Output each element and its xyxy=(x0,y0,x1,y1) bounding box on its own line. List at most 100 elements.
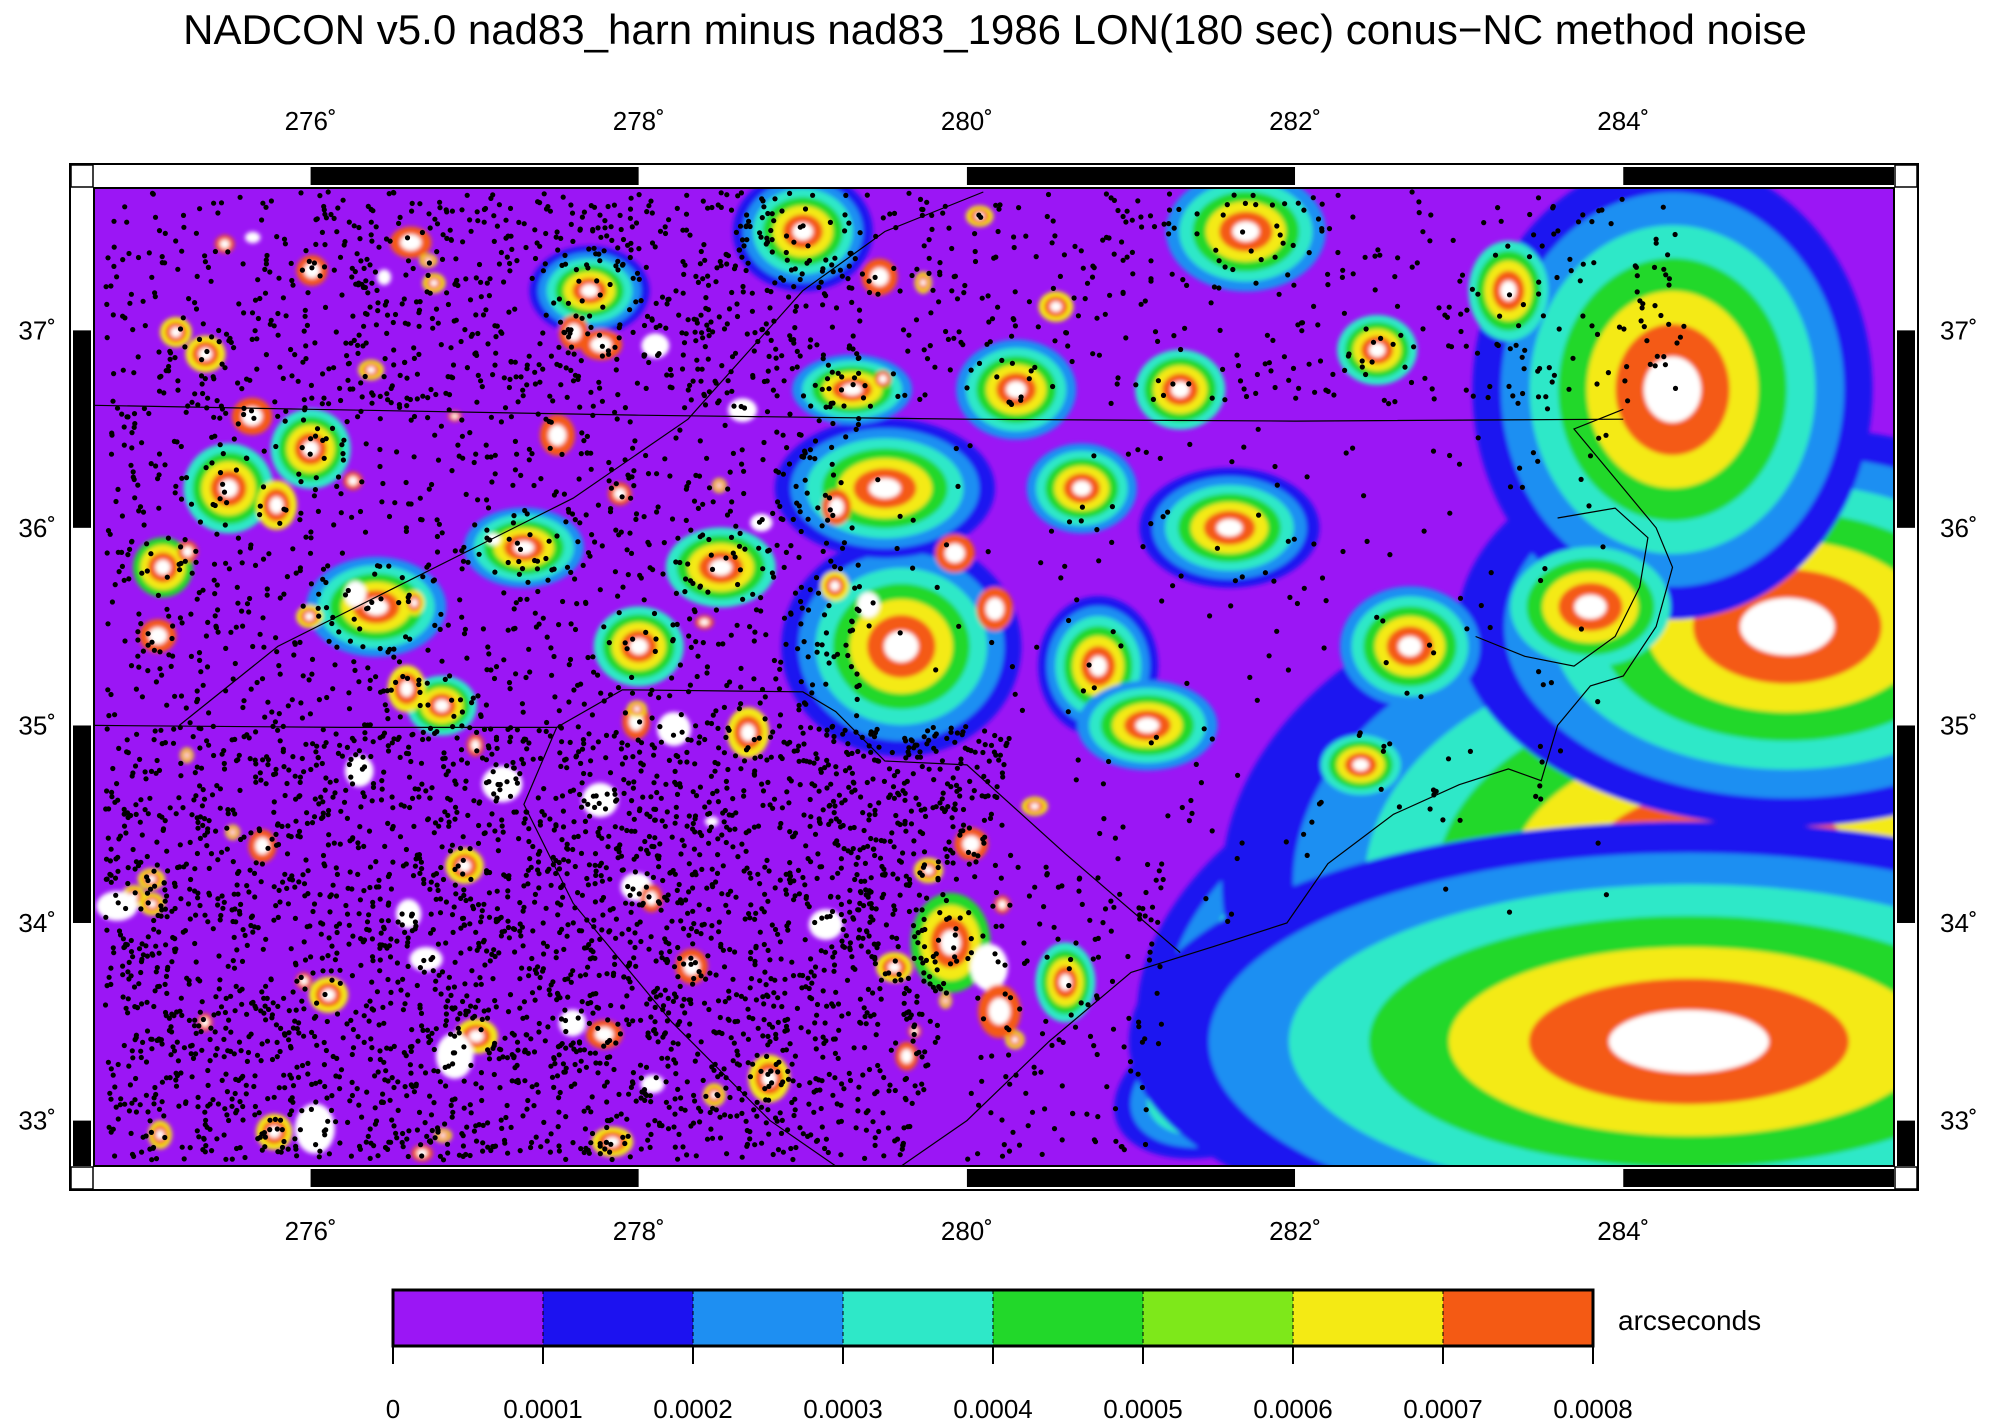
station-point xyxy=(831,810,837,816)
station-point xyxy=(334,483,340,489)
station-point xyxy=(166,363,172,370)
station-point xyxy=(586,246,592,252)
noise-hotspot xyxy=(96,891,138,921)
station-point xyxy=(172,881,178,887)
station-point xyxy=(435,457,442,463)
station-point xyxy=(162,230,168,236)
station-point xyxy=(167,350,174,356)
station-point xyxy=(617,842,623,848)
station-point xyxy=(252,562,259,569)
station-point xyxy=(481,937,487,944)
station-point xyxy=(443,940,449,946)
station-point xyxy=(317,273,323,279)
station-point xyxy=(553,857,559,864)
station-point xyxy=(799,985,805,991)
station-point xyxy=(696,740,702,746)
station-point xyxy=(357,1146,363,1152)
station-point xyxy=(435,320,441,326)
station-point xyxy=(585,1000,591,1007)
station-point xyxy=(290,282,296,288)
station-point xyxy=(300,417,307,423)
station-point xyxy=(904,1016,910,1022)
station-point xyxy=(790,516,796,523)
station-point xyxy=(741,758,748,764)
station-point xyxy=(651,1027,658,1033)
station-point xyxy=(525,579,531,585)
noise-hotspot xyxy=(1352,758,1369,771)
station-point xyxy=(822,765,828,771)
station-point xyxy=(733,523,739,529)
station-point xyxy=(112,712,118,718)
station-point xyxy=(556,1109,562,1115)
station-point xyxy=(190,1055,197,1061)
station-point xyxy=(885,1125,892,1131)
station-point xyxy=(670,732,677,738)
station-point xyxy=(240,704,246,711)
station-point xyxy=(167,805,173,811)
station-point xyxy=(103,284,109,290)
station-point xyxy=(429,315,435,322)
station-point xyxy=(764,287,770,293)
station-point xyxy=(658,795,664,801)
station-point xyxy=(772,1115,779,1121)
station-point xyxy=(536,362,542,368)
station-point xyxy=(588,1109,594,1115)
station-point xyxy=(367,1155,373,1161)
station-point xyxy=(307,923,313,929)
station-point xyxy=(693,273,699,279)
station-point xyxy=(519,701,526,707)
station-point xyxy=(390,805,396,811)
station-point xyxy=(864,929,870,935)
station-point xyxy=(474,748,480,754)
station-point xyxy=(520,387,526,393)
station-point xyxy=(304,810,310,816)
station-point xyxy=(198,765,205,771)
station-point xyxy=(103,856,110,862)
noise-hotspot xyxy=(1500,280,1517,301)
station-point xyxy=(368,753,374,760)
station-point xyxy=(550,1015,556,1021)
station-point xyxy=(418,1063,424,1069)
station-point xyxy=(386,563,392,569)
station-point xyxy=(313,1142,319,1148)
map-area[interactable] xyxy=(94,160,1990,1262)
station-point xyxy=(812,456,818,462)
station-point xyxy=(192,770,198,776)
station-point xyxy=(130,474,136,480)
station-point xyxy=(431,1068,437,1074)
noise-hotspot xyxy=(944,543,965,563)
station-point xyxy=(284,780,290,787)
station-point xyxy=(838,911,845,918)
station-point xyxy=(911,1031,917,1038)
station-point xyxy=(714,265,720,271)
station-point xyxy=(735,1018,741,1024)
station-point xyxy=(532,891,539,898)
station-point xyxy=(653,958,659,964)
station-point xyxy=(215,896,221,902)
station-point xyxy=(130,1055,136,1061)
station-point xyxy=(615,1021,621,1027)
station-point xyxy=(115,900,121,906)
station-point xyxy=(535,1089,541,1095)
station-point xyxy=(683,576,689,582)
station-point xyxy=(830,420,836,427)
station-point xyxy=(776,723,783,729)
station-point xyxy=(391,347,397,353)
station-point xyxy=(350,313,356,319)
station-point xyxy=(782,976,788,982)
station-point xyxy=(297,517,303,523)
station-point xyxy=(852,585,858,591)
station-point xyxy=(461,1078,467,1084)
station-point xyxy=(641,514,647,520)
station-point xyxy=(638,575,644,581)
station-point xyxy=(751,348,757,354)
station-point xyxy=(224,1089,230,1095)
station-point xyxy=(399,301,405,307)
station-point xyxy=(395,919,401,925)
station-point xyxy=(647,1144,653,1150)
station-point xyxy=(547,445,553,451)
station-point xyxy=(177,567,183,573)
station-point xyxy=(615,685,622,691)
station-point xyxy=(232,811,238,817)
station-point xyxy=(307,711,313,717)
